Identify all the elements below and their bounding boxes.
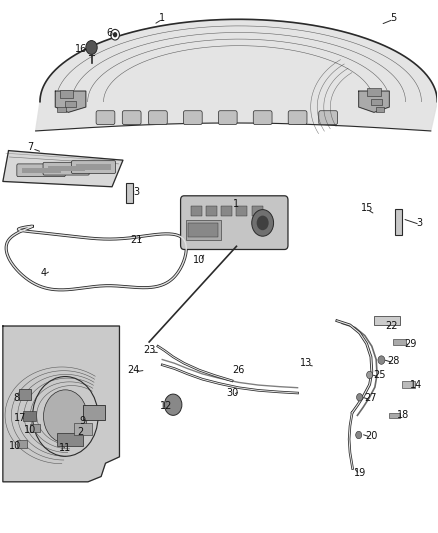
Bar (126, 182, 133, 203)
FancyBboxPatch shape (288, 111, 307, 125)
Text: 8: 8 (13, 393, 19, 403)
Text: 10: 10 (9, 441, 21, 451)
Text: 19: 19 (353, 468, 366, 478)
Polygon shape (3, 151, 123, 187)
FancyBboxPatch shape (96, 111, 115, 125)
Text: 24: 24 (127, 365, 140, 375)
Text: 21: 21 (130, 235, 142, 245)
Text: 16: 16 (75, 44, 88, 53)
Text: 14: 14 (410, 379, 423, 390)
Text: 28: 28 (388, 356, 400, 366)
Text: 10: 10 (24, 425, 36, 435)
Bar (83, 405, 105, 419)
Text: 7: 7 (27, 142, 34, 152)
Bar (237, 206, 247, 216)
Text: 25: 25 (374, 370, 386, 381)
Circle shape (378, 356, 385, 365)
Circle shape (367, 371, 373, 378)
Bar (76, 165, 111, 169)
Bar (374, 317, 400, 325)
FancyBboxPatch shape (180, 196, 288, 249)
Bar (21, 167, 60, 173)
Bar (48, 166, 85, 171)
Bar (376, 107, 384, 112)
Text: 30: 30 (226, 388, 238, 398)
Text: 20: 20 (365, 431, 377, 441)
Bar (402, 381, 415, 387)
Text: 4: 4 (40, 268, 46, 278)
Circle shape (113, 32, 117, 37)
Bar (57, 107, 66, 112)
Bar (30, 424, 40, 432)
Text: 26: 26 (233, 365, 245, 375)
Text: 3: 3 (417, 218, 423, 228)
Text: 27: 27 (365, 393, 377, 403)
Text: 13: 13 (300, 358, 312, 368)
Text: 15: 15 (361, 203, 374, 213)
Polygon shape (359, 91, 389, 112)
Polygon shape (35, 19, 437, 131)
Text: 18: 18 (397, 410, 410, 421)
Text: 1: 1 (159, 13, 165, 23)
Text: 11: 11 (59, 443, 71, 453)
Bar (367, 88, 381, 96)
FancyBboxPatch shape (319, 111, 338, 125)
Bar (191, 206, 201, 216)
Circle shape (356, 431, 362, 439)
Bar (252, 206, 263, 216)
Bar (393, 339, 406, 345)
FancyBboxPatch shape (122, 111, 141, 125)
Text: 5: 5 (391, 13, 397, 23)
Bar (221, 206, 232, 216)
FancyBboxPatch shape (184, 111, 202, 125)
Text: 10: 10 (193, 255, 205, 265)
Bar (23, 411, 36, 421)
Bar (186, 220, 221, 240)
FancyBboxPatch shape (71, 161, 116, 173)
FancyBboxPatch shape (253, 111, 272, 125)
Circle shape (357, 393, 363, 401)
Text: 23: 23 (143, 345, 155, 356)
FancyBboxPatch shape (17, 164, 65, 176)
Text: 6: 6 (107, 28, 113, 38)
Polygon shape (3, 326, 120, 482)
Bar (74, 423, 92, 435)
Polygon shape (55, 91, 86, 112)
Bar (389, 413, 400, 418)
Circle shape (86, 41, 97, 54)
Text: 22: 22 (385, 321, 398, 331)
Circle shape (164, 394, 182, 415)
FancyBboxPatch shape (43, 163, 89, 175)
FancyBboxPatch shape (219, 111, 237, 125)
Text: 9: 9 (80, 416, 86, 426)
Text: 29: 29 (404, 338, 417, 349)
FancyBboxPatch shape (148, 111, 167, 125)
Bar (65, 101, 76, 107)
Bar (57, 433, 83, 446)
Bar (17, 440, 27, 448)
Text: 2: 2 (77, 427, 83, 438)
Circle shape (252, 209, 274, 236)
Bar (60, 90, 73, 98)
Circle shape (257, 215, 268, 230)
Text: 3: 3 (133, 187, 139, 197)
Text: 1: 1 (233, 199, 240, 209)
Circle shape (111, 29, 120, 40)
Bar (188, 223, 218, 237)
Bar (371, 99, 382, 105)
Bar (206, 206, 217, 216)
Circle shape (43, 390, 87, 443)
Text: 17: 17 (14, 413, 27, 423)
Bar (19, 389, 31, 400)
Bar (396, 209, 403, 235)
Text: 12: 12 (159, 401, 172, 411)
